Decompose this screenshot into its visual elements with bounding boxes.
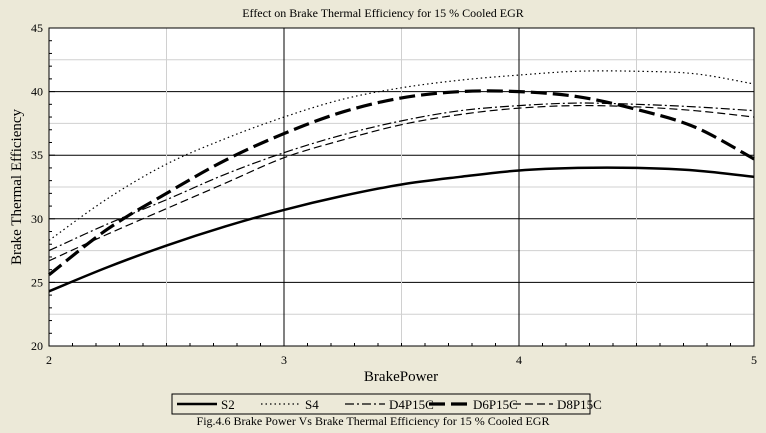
y-tick-label: 20 [31, 339, 43, 353]
legend-label-d8p15c: D8P15C [557, 397, 602, 412]
x-tick-label: 5 [751, 353, 757, 367]
y-tick-label: 40 [31, 85, 43, 99]
x-tick-label: 2 [46, 353, 52, 367]
series-line-s2 [48, 166, 755, 293]
x-tick-label: 3 [281, 353, 287, 367]
legend-label-d6p15c: D6P15C [473, 397, 518, 412]
plot-border [48, 27, 755, 347]
figure-caption: Fig.4.6 Brake Power Vs Brake Thermal Eff… [197, 414, 550, 428]
y-tick-label: 45 [31, 21, 43, 35]
y-tick-label: 30 [31, 212, 43, 226]
y-tick-label: 25 [31, 275, 43, 289]
series-lines [48, 70, 755, 293]
y-axis-label: Brake Thermal Efficiency [9, 108, 25, 265]
y-tick-label: 35 [31, 148, 43, 162]
legend-label-s4: S4 [305, 397, 319, 412]
legend-label-s2: S2 [221, 397, 235, 412]
x-tick-label: 4 [516, 353, 522, 367]
chart-title: Effect on Brake Thermal Efficiency for 1… [242, 6, 524, 20]
series-line-d4p15c [48, 102, 755, 252]
series-line-d6p15c [48, 89, 755, 277]
legend-label-d4p15c: D4P15C [389, 397, 434, 412]
legend: S2 S4 D4P15C D6P15C D8P15C [177, 397, 602, 412]
series-line-d8p15c [48, 104, 755, 262]
x-tick-labels: 2 3 4 5 [46, 353, 757, 367]
x-axis-label: BrakePower [364, 369, 438, 385]
y-tick-labels: 20 25 30 35 40 45 [31, 21, 43, 353]
